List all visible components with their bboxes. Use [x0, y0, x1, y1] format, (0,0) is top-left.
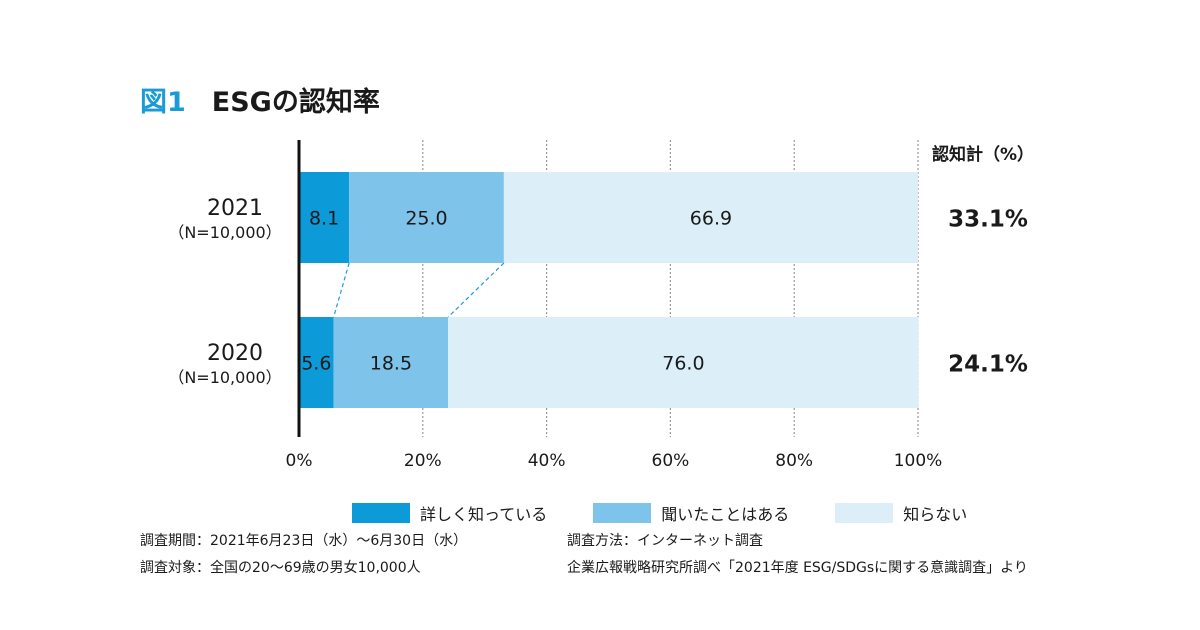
survey-period-note: 調査期間：2021年6月23日（水）～6月30日（水）: [140, 533, 468, 549]
legend-item-heard-of: 聞いたことはある: [593, 501, 789, 525]
value-label: 8.1: [309, 208, 339, 230]
category-note: （N=10,000）: [168, 368, 281, 387]
connector-line: [333, 262, 350, 318]
x-tick-label: 0%: [286, 451, 313, 471]
bar-segment-well-known: [299, 317, 334, 408]
x-tick-label: 40%: [528, 451, 566, 471]
chart-title: 図1 ESGの認知率: [140, 80, 380, 119]
connector-line: [447, 262, 505, 318]
survey-target-note: 調査対象：全国の20～69歳の男女10,000人: [140, 560, 421, 576]
category-note: （N=10,000）: [168, 223, 281, 242]
legend-label-unknown: 知らない: [903, 505, 968, 524]
legend-label-well-known: 詳しく知っている: [420, 505, 548, 524]
source-note: 企業広報戦略研究所調べ「2021年度 ESG/SDGsに関する意識調査」より: [567, 560, 1028, 576]
figure-label: 図1: [140, 87, 186, 118]
value-label: 25.0: [405, 208, 447, 230]
bar-segment-well-known: [299, 172, 350, 263]
survey-method-note: 調査方法：インターネット調査: [567, 533, 763, 549]
legend-swatch-well-known: [352, 503, 410, 523]
chart-title-text: ESGの認知率: [211, 87, 380, 118]
x-tick-label: 60%: [652, 451, 690, 471]
value-label: 66.9: [690, 208, 732, 230]
value-label: 18.5: [370, 353, 412, 375]
bar-segment-heard-of: [333, 317, 449, 408]
legend-item-unknown: 知らない: [835, 501, 967, 525]
bar-segment-heard-of: [349, 172, 504, 263]
legend-swatch-unknown: [835, 503, 894, 523]
x-tick-label: 100%: [894, 451, 943, 471]
category-label: 2020: [207, 341, 263, 366]
legend-item-well-known: 詳しく知っている: [352, 501, 547, 525]
totals-header: 認知計（%）: [932, 144, 1034, 165]
value-label: 76.0: [662, 353, 704, 375]
chart-legend: 詳しく知っている 聞いたことはある 知らない: [352, 501, 967, 525]
bar-segment-unknown: [503, 172, 918, 263]
category-label: 2021: [207, 196, 263, 221]
value-label: 5.6: [301, 353, 331, 375]
bar-segment-unknown: [448, 317, 919, 408]
legend-swatch-heard-of: [593, 503, 652, 523]
total-value: 24.1%: [948, 352, 1028, 378]
total-value: 33.1%: [948, 207, 1028, 233]
x-tick-label: 80%: [775, 451, 813, 471]
legend-label-heard-of: 聞いたことはある: [661, 505, 790, 524]
x-tick-label: 20%: [404, 451, 442, 471]
